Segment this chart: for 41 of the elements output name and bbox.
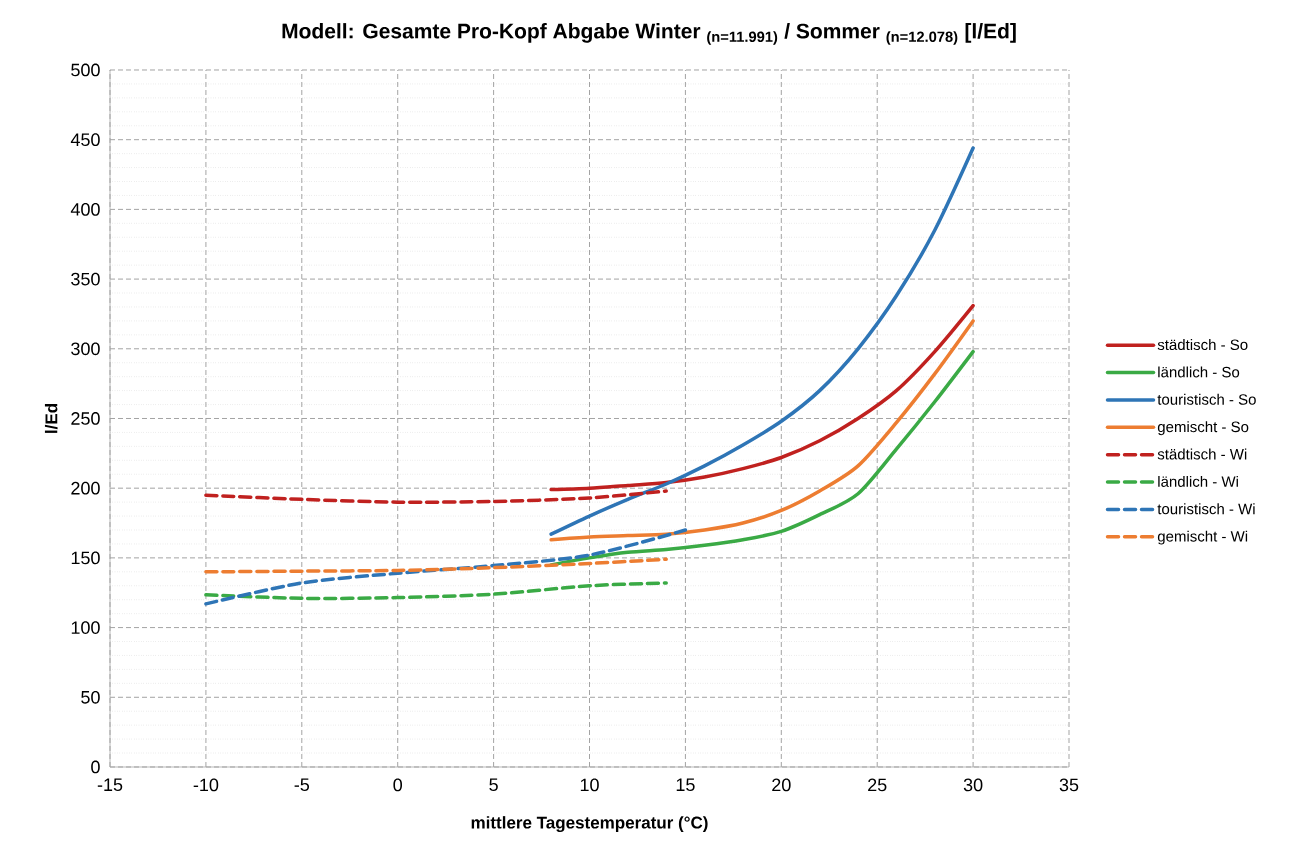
legend-label: ländlich - Wi (1158, 475, 1238, 487)
line-series (549, 146, 975, 536)
x-tick-label: -10 (193, 778, 219, 792)
legend-label: städtisch - So (1157, 339, 1248, 351)
y-tick-label: 500 (71, 63, 100, 77)
line-series (549, 349, 975, 567)
legend-label: städtisch - Wi (1157, 448, 1247, 460)
y-tick-label: 400 (70, 203, 100, 216)
y-tick-label: 250 (71, 412, 100, 425)
legend-label: ländlich - So (1158, 366, 1240, 378)
line-series (204, 557, 668, 574)
x-tick-label: -5 (294, 778, 310, 792)
line-series (204, 581, 668, 601)
line-series (204, 528, 688, 606)
x-tick-label: -15 (97, 778, 123, 792)
y-tick-label: 150 (71, 551, 100, 565)
legend-label: gemischt - So (1157, 421, 1249, 436)
x-tick-label: 0 (393, 778, 403, 792)
x-axis-title: mittlere Tagestemperatur (°C) (471, 816, 708, 833)
x-tick-label: 35 (1059, 778, 1079, 792)
x-tick-label: 20 (772, 778, 791, 792)
y-tick-label: 50 (81, 690, 100, 704)
x-tick-label: 15 (676, 778, 695, 792)
line-series (549, 319, 975, 542)
x-tick-label: 30 (963, 778, 983, 792)
legend-label: touristisch - Wi (1157, 503, 1255, 515)
legend-label: gemischt - Wi (1157, 530, 1248, 545)
x-tick-label: 10 (580, 778, 599, 792)
y-tick-label: 0 (91, 760, 100, 774)
legend-label: touristisch - So (1157, 393, 1256, 405)
y-tick-label: 350 (71, 272, 100, 286)
chart-title: Modell: Gesamte Pro-Kopf Abgabe Winter $_{(n=11.991)}$ / Sommer $_{(n=12.078)}$ [l/Ed] (282, 23, 1016, 45)
x-tick-label: 5 (489, 778, 498, 792)
y-tick-label: 450 (70, 133, 100, 147)
y-tick-label: 300 (71, 342, 100, 356)
line-series (549, 303, 975, 492)
y-tick-label: 100 (71, 621, 100, 634)
y-tick-label: 200 (71, 481, 100, 495)
line-series (204, 489, 668, 504)
x-tick-label: 25 (868, 778, 887, 792)
y-axis-title: l/Ed (44, 404, 58, 433)
